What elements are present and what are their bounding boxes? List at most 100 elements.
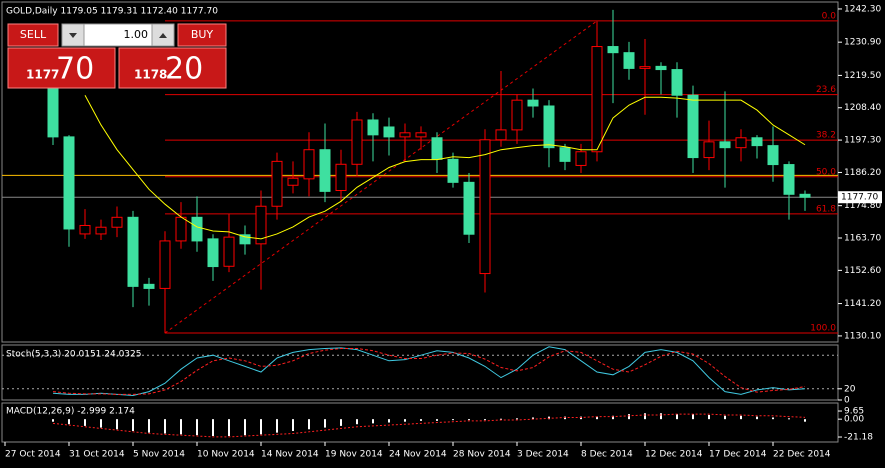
- sell-price-box[interactable]: [7, 47, 116, 89]
- y-tick-label: 1174.80: [844, 201, 881, 211]
- stoch-panel: [1, 344, 839, 401]
- candle-body: [175, 216, 187, 242]
- macd-bar: [516, 418, 518, 420]
- macd-bar: [404, 419, 406, 422]
- y-tick-label: 1130.10: [844, 331, 881, 341]
- lot-value: 1.00: [124, 28, 149, 41]
- candle-body: [463, 181, 475, 235]
- macd-bar: [612, 415, 614, 420]
- macd-label: MACD(12,26,9) -2.999 2.174: [6, 407, 135, 417]
- moving-average: [84, 94, 806, 240]
- candle-body: [111, 216, 123, 228]
- macd-bar: [260, 419, 262, 435]
- fib-label: 0.0: [822, 11, 837, 21]
- macd-bar: [468, 419, 470, 421]
- candle-body: [431, 137, 443, 160]
- macd-bar: [804, 419, 806, 422]
- y-tick-label: 1186.20: [844, 168, 881, 178]
- candle-body: [79, 224, 91, 235]
- trade-panel: SELL 1.00 BUY 1177 70 1178 20: [7, 23, 227, 89]
- macd-bar: [420, 419, 422, 421]
- y-tick-label: 1242.30: [844, 4, 881, 14]
- buy-price-pips: 20: [165, 52, 203, 87]
- stoch-line: [52, 346, 806, 397]
- macd-bar: [772, 417, 774, 420]
- macd-bar: [212, 419, 214, 437]
- buy-price-box[interactable]: [118, 47, 227, 89]
- candle-body: [223, 236, 235, 267]
- candle-body: [415, 132, 427, 138]
- fib-label: 38.2: [816, 131, 836, 141]
- macd-bar: [372, 419, 374, 424]
- candle-body: [479, 139, 491, 275]
- macd-bar: [276, 419, 278, 433]
- candle-body: [303, 149, 315, 180]
- y-tick-label: 0: [844, 396, 850, 406]
- macd-bar: [628, 414, 630, 420]
- down-arrow: [69, 33, 77, 38]
- candle-body: [527, 99, 539, 107]
- y-tick-label: 0.00: [844, 415, 864, 425]
- last-price-box: [838, 191, 882, 204]
- x-tick-label: 22 Dec 2014: [773, 450, 831, 460]
- candle-body: [335, 163, 347, 192]
- candle-body: [95, 226, 107, 235]
- candle-body: [511, 99, 523, 131]
- macd-bar: [308, 419, 310, 430]
- stoch-label: Stoch(5,3,3) 20.0151 24.0325: [6, 350, 141, 360]
- candle-body: [143, 283, 155, 289]
- y-tick-label: 1208.40: [844, 103, 881, 113]
- x-tick-label: 17 Dec 2014: [709, 450, 767, 460]
- x-tick-label: 10 Nov 2014: [197, 450, 255, 460]
- candle-body: [735, 137, 747, 149]
- macd-bar: [52, 419, 54, 422]
- x-tick-label: 12 Dec 2014: [645, 450, 703, 460]
- last-price-label: 1177.70: [841, 193, 878, 203]
- y-tick-label: 1197.30: [844, 136, 881, 146]
- macd-bar: [228, 419, 230, 437]
- macd-bar: [452, 419, 454, 421]
- candle-body: [63, 136, 75, 230]
- y-tick-label: -21.18: [844, 433, 873, 443]
- macd-bar: [724, 415, 726, 420]
- x-tick-label: 3 Dec 2014: [517, 450, 569, 460]
- sell-price-main: 1177: [26, 68, 59, 82]
- macd-bar: [164, 419, 166, 434]
- x-tick-label: 28 Nov 2014: [453, 450, 511, 460]
- candle-body: [607, 46, 619, 54]
- buy-button[interactable]: [177, 23, 227, 47]
- candle-body: [783, 164, 795, 195]
- buy-label: BUY: [191, 28, 214, 41]
- macd-bar: [292, 419, 294, 431]
- sell-button[interactable]: [7, 23, 59, 47]
- candle-body: [623, 52, 635, 69]
- y-tick-label: 1219.50: [844, 71, 881, 81]
- fib-trend: [164, 20, 598, 334]
- macd-panel: [1, 402, 839, 443]
- candle-body: [383, 126, 395, 138]
- candle-body: [351, 119, 363, 165]
- candle-body: [703, 141, 715, 159]
- candle-body: [655, 65, 667, 71]
- candle-body: [543, 105, 555, 149]
- buy-price-main: 1178: [134, 68, 167, 82]
- candle-body: [591, 46, 603, 153]
- macd-bar: [756, 416, 758, 420]
- macd-signal: [52, 413, 806, 438]
- fib-label: 23.6: [816, 85, 836, 95]
- macd-bar: [356, 419, 358, 425]
- macd-bar: [388, 419, 390, 423]
- candle-body: [767, 145, 779, 166]
- sell-label: SELL: [20, 28, 47, 41]
- candle-body: [319, 149, 331, 192]
- macd-bar: [324, 419, 326, 428]
- macd-bar: [116, 419, 118, 430]
- candle-body: [575, 151, 587, 166]
- y-tick-label: 1230.90: [844, 38, 881, 48]
- x-tick-label: 31 Oct 2014: [69, 450, 125, 460]
- stoch-line: [52, 347, 806, 395]
- macd-bar: [500, 418, 502, 420]
- macd-bar: [180, 419, 182, 435]
- y-tick-label: 20: [844, 384, 856, 394]
